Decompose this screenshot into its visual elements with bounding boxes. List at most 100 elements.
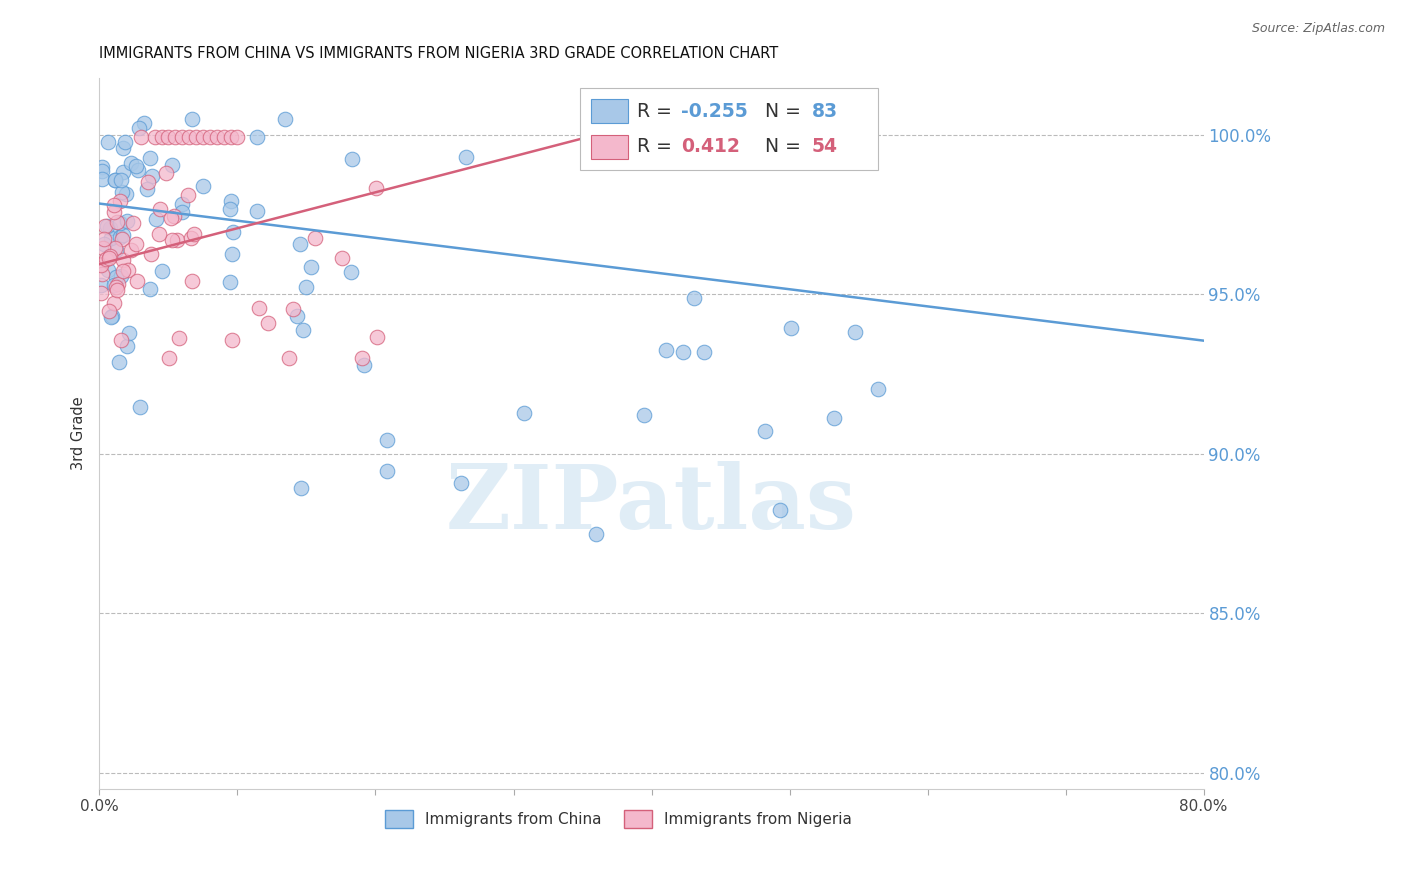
Point bbox=[105, 280, 128, 294]
Text: 83: 83 bbox=[811, 102, 838, 120]
FancyBboxPatch shape bbox=[591, 135, 628, 159]
Point bbox=[128, 120, 150, 135]
Point bbox=[100, 310, 122, 324]
Point bbox=[165, 129, 187, 144]
Point bbox=[278, 351, 301, 366]
Text: Source: ZipAtlas.com: Source: ZipAtlas.com bbox=[1251, 22, 1385, 36]
Point bbox=[115, 339, 138, 353]
Text: R =: R = bbox=[637, 137, 685, 156]
Point bbox=[246, 204, 269, 219]
Point bbox=[141, 169, 163, 183]
Point bbox=[454, 150, 477, 164]
Point bbox=[281, 301, 304, 316]
Point bbox=[150, 264, 173, 278]
Point bbox=[353, 358, 375, 372]
Point bbox=[824, 410, 846, 425]
Point bbox=[108, 230, 131, 244]
Point bbox=[127, 163, 149, 178]
Text: 54: 54 bbox=[811, 137, 838, 156]
Point bbox=[169, 331, 191, 345]
Point bbox=[450, 475, 472, 490]
Point bbox=[212, 129, 235, 144]
Point bbox=[108, 355, 131, 369]
Point bbox=[94, 219, 117, 234]
Point bbox=[181, 274, 204, 288]
Point bbox=[172, 197, 194, 211]
Point bbox=[125, 274, 148, 288]
Point bbox=[98, 251, 121, 265]
Point bbox=[136, 176, 159, 190]
Point bbox=[110, 216, 132, 230]
Point bbox=[129, 401, 152, 415]
Point bbox=[111, 252, 134, 267]
Point bbox=[111, 227, 134, 242]
Point bbox=[104, 270, 127, 285]
Point bbox=[633, 409, 655, 423]
Point bbox=[304, 230, 326, 244]
Point bbox=[683, 291, 706, 305]
Point bbox=[844, 325, 866, 339]
Point bbox=[585, 526, 607, 541]
Point bbox=[257, 316, 280, 330]
Y-axis label: 3rd Grade: 3rd Grade bbox=[72, 396, 86, 470]
FancyBboxPatch shape bbox=[591, 99, 628, 123]
Point bbox=[155, 166, 177, 180]
Point bbox=[115, 186, 138, 201]
Point bbox=[150, 129, 173, 144]
Point bbox=[139, 246, 162, 260]
Point bbox=[90, 172, 112, 186]
Point bbox=[330, 251, 353, 265]
Point bbox=[157, 129, 180, 144]
Point bbox=[97, 136, 120, 150]
Point bbox=[198, 129, 221, 144]
Point bbox=[157, 351, 180, 366]
Point bbox=[103, 278, 125, 293]
Point bbox=[111, 185, 134, 199]
Point bbox=[107, 277, 129, 292]
Point bbox=[129, 129, 152, 144]
Point bbox=[120, 156, 142, 170]
Point bbox=[96, 219, 118, 234]
Point bbox=[105, 214, 128, 228]
Point bbox=[290, 481, 312, 495]
Point bbox=[180, 231, 202, 245]
Point bbox=[160, 233, 183, 247]
Point bbox=[114, 135, 136, 149]
Point bbox=[148, 202, 170, 217]
Point bbox=[342, 152, 364, 166]
Point bbox=[132, 116, 155, 130]
Point bbox=[91, 267, 114, 281]
Point bbox=[120, 243, 142, 257]
Point bbox=[122, 216, 145, 230]
Point bbox=[183, 227, 205, 242]
Point bbox=[97, 262, 120, 277]
Point bbox=[148, 227, 170, 242]
Point bbox=[294, 280, 316, 294]
Point bbox=[103, 295, 125, 310]
Point bbox=[692, 345, 714, 359]
Point bbox=[125, 236, 148, 251]
Point bbox=[366, 181, 388, 195]
Text: R =: R = bbox=[637, 102, 678, 120]
Point bbox=[866, 382, 889, 396]
Text: 0.412: 0.412 bbox=[682, 137, 740, 156]
Point bbox=[117, 262, 139, 277]
Point bbox=[160, 158, 183, 172]
Point bbox=[184, 129, 207, 144]
Point bbox=[110, 333, 132, 347]
Point bbox=[219, 129, 242, 144]
Legend: Immigrants from China, Immigrants from Nigeria: Immigrants from China, Immigrants from N… bbox=[380, 805, 858, 834]
Point bbox=[222, 225, 245, 239]
Point bbox=[218, 202, 240, 216]
Point bbox=[118, 326, 141, 341]
Point bbox=[219, 194, 242, 209]
Point bbox=[145, 211, 167, 226]
Point bbox=[91, 163, 114, 178]
Point bbox=[103, 205, 125, 219]
Point bbox=[366, 330, 388, 344]
Point bbox=[191, 129, 214, 144]
Point bbox=[90, 258, 112, 272]
Point bbox=[768, 503, 790, 517]
Text: -0.255: -0.255 bbox=[682, 102, 748, 120]
Point bbox=[110, 268, 132, 283]
